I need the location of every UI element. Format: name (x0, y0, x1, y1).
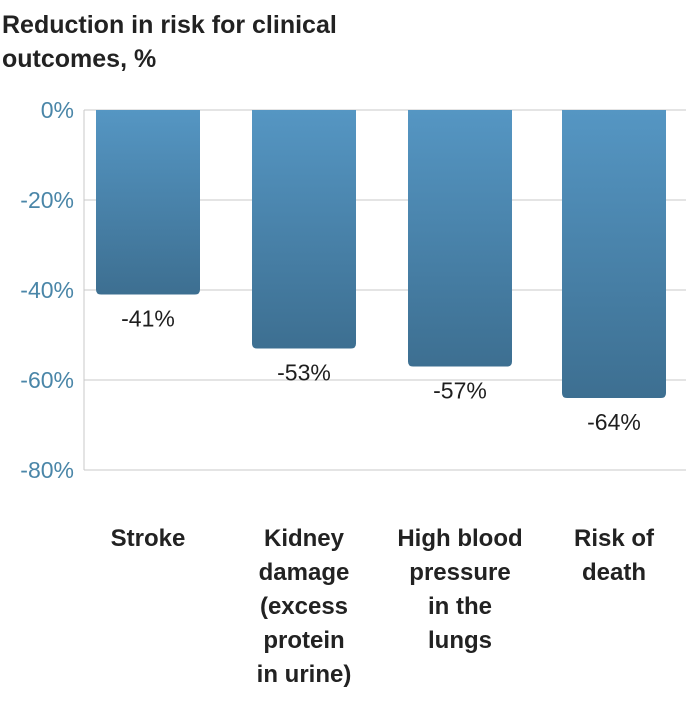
x-category-label: High blood pressure in the lungs (380, 522, 540, 658)
bar (252, 110, 356, 349)
bar (562, 110, 666, 398)
data-label: -41% (121, 306, 175, 332)
x-category-label-line: pressure (409, 559, 511, 586)
x-category-label-line: Stroke (110, 525, 186, 552)
bar (408, 110, 512, 367)
x-category-label-line: lungs (428, 627, 492, 654)
y-tick-label: 0% (41, 97, 74, 123)
x-category-label-line: Risk of (573, 525, 654, 552)
y-tick-label: -80% (20, 457, 74, 483)
x-category-label: Stroke (68, 522, 228, 556)
x-category-label-line: High blood (397, 525, 523, 552)
y-tick-label: -20% (20, 187, 74, 213)
x-category-label-line: death (581, 559, 646, 586)
x-category-label-line: (excess (259, 593, 349, 620)
bars (96, 110, 666, 398)
x-category-label-line: in the (428, 593, 492, 620)
x-category-label-line: damage (258, 559, 350, 586)
x-category-label-line: protein (263, 627, 345, 654)
y-axis: 0% -20% -40% -60% -80% (20, 97, 85, 483)
x-category-label-line: in urine) (256, 661, 352, 688)
y-tick-label: -40% (20, 277, 74, 303)
data-label: -57% (433, 378, 487, 404)
data-label: -64% (587, 409, 641, 435)
bar (96, 110, 200, 295)
data-labels: -41% -53% -57% -64% (121, 306, 641, 436)
data-label: -53% (277, 360, 331, 386)
y-tick-label: -60% (20, 367, 74, 393)
chart-title: Reduction in risk for clinical outcomes,… (2, 11, 337, 73)
x-category-label: Kidney damage (excess protein in urine) (224, 522, 384, 692)
x-category-label: Risk of death (534, 522, 686, 590)
x-category-label-line: Kidney (263, 525, 344, 552)
